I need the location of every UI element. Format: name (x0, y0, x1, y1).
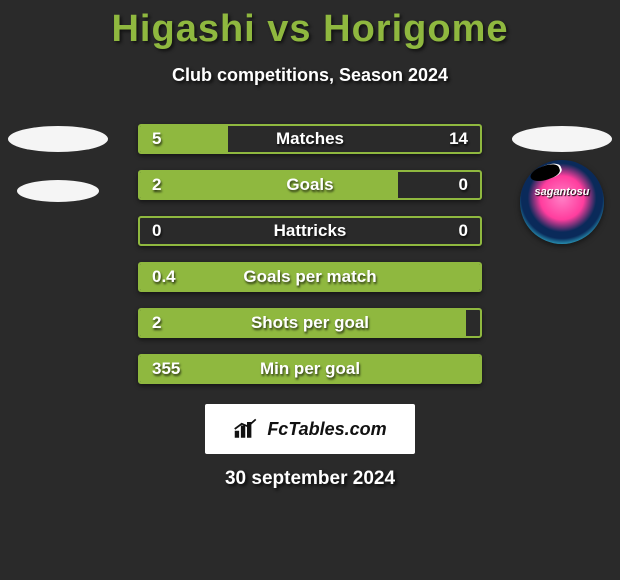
stat-value-left: 355 (152, 359, 180, 379)
stat-value-right: 0 (459, 175, 468, 195)
logo-placeholder-icon (512, 126, 612, 152)
bar-left-fill (140, 172, 398, 198)
stat-label: Hattricks (274, 221, 347, 241)
stat-bar: 2 Shots per goal (138, 308, 482, 338)
sagantosu-label: sagantosu (534, 186, 589, 198)
logo-placeholder-icon (8, 126, 108, 152)
stat-bar: 0.4 Goals per match (138, 262, 482, 292)
brand-text: FcTables.com (267, 419, 386, 440)
page-title: Higashi vs Horigome (0, 0, 620, 51)
brand-badge: FcTables.com (205, 404, 415, 454)
date-label: 30 september 2024 (0, 468, 620, 490)
stat-value-left: 0 (152, 221, 161, 241)
stat-value-left: 2 (152, 313, 161, 333)
stat-value-left: 0.4 (152, 267, 176, 287)
stat-value-left: 5 (152, 129, 161, 149)
stat-bars: 5 Matches 14 2 Goals 0 sagantosu (0, 116, 620, 392)
stat-label: Min per goal (260, 359, 360, 379)
stat-row-gpm: 0.4 Goals per match (0, 254, 620, 300)
stat-row-spg: 2 Shots per goal (0, 300, 620, 346)
player-left-name: Higashi (111, 8, 255, 50)
team-logo-left-1 (8, 116, 108, 162)
brand-logo-icon (233, 418, 261, 440)
stat-row-goals: 2 Goals 0 sagantosu (0, 162, 620, 208)
subtitle: Club competitions, Season 2024 (0, 65, 620, 86)
stat-row-hattricks: 0 Hattricks 0 (0, 208, 620, 254)
stat-label: Shots per goal (251, 313, 369, 333)
stat-label: Goals per match (243, 267, 376, 287)
stat-value-right: 14 (449, 129, 468, 149)
stat-row-mpg: 355 Min per goal (0, 346, 620, 392)
player-right-name: Horigome (323, 8, 508, 50)
stat-bar: 5 Matches 14 (138, 124, 482, 154)
vs-separator: vs (267, 8, 311, 50)
stat-value-right: 0 (459, 221, 468, 241)
stat-value-left: 2 (152, 175, 161, 195)
stat-bar: 0 Hattricks 0 (138, 216, 482, 246)
stats-comparison-card: Higashi vs Horigome Club competitions, S… (0, 0, 620, 580)
stat-label: Matches (276, 129, 344, 149)
logo-placeholder-icon (17, 180, 99, 202)
stat-bar: 355 Min per goal (138, 354, 482, 384)
stat-bar: 2 Goals 0 (138, 170, 482, 200)
stat-label: Goals (286, 175, 333, 195)
